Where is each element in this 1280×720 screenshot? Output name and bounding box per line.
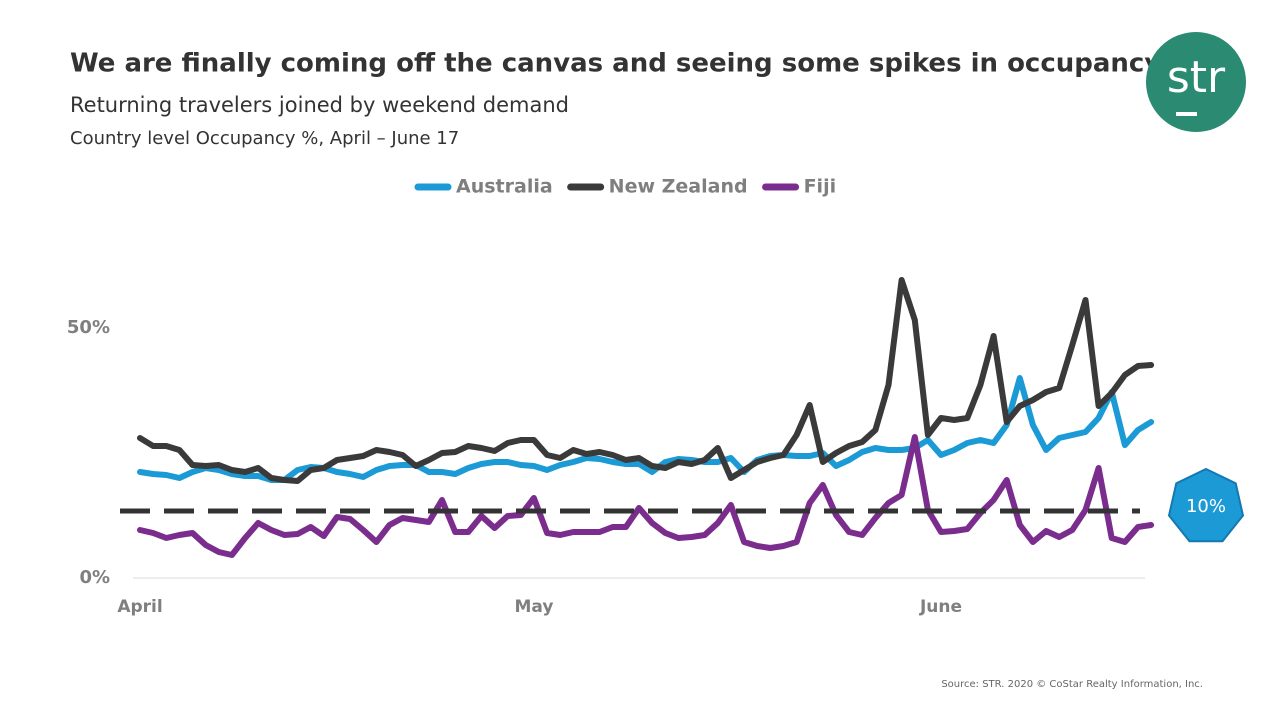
y-tick-label: 50% <box>67 317 110 338</box>
series-line <box>137 434 1155 558</box>
legend-label: Australia <box>456 176 553 198</box>
source-note: Source: STR. 2020 © CoStar Realty Inform… <box>941 679 1203 690</box>
y-tick-label: 0% <box>79 567 110 588</box>
chart-subtitle: Returning travelers joined by weekend de… <box>70 93 569 117</box>
logo-badge <box>1146 32 1246 132</box>
legend-label: Fiji <box>804 176 837 198</box>
x-tick-label: June <box>919 597 962 617</box>
series-line <box>137 375 1155 483</box>
annotation-label: 10% <box>1186 496 1226 517</box>
series-line <box>137 277 1155 484</box>
x-tick-label: May <box>514 597 553 617</box>
x-tick-label: April <box>117 597 162 617</box>
annotation-badge <box>1167 467 1245 543</box>
chart-title: We are finally coming off the canvas and… <box>70 49 1161 79</box>
logo: str <box>1167 52 1226 103</box>
chart-caption: Country level Occupancy %, April – June … <box>70 128 459 149</box>
legend-label: New Zealand <box>609 176 748 198</box>
